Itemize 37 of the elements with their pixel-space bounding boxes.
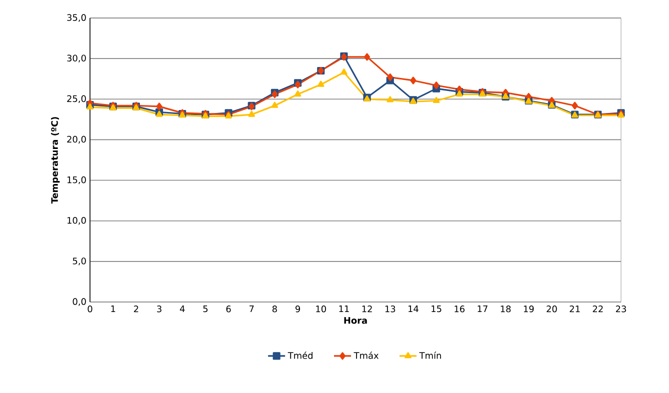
x-tick-label: 4 xyxy=(180,306,185,312)
x-tick-label: 23 xyxy=(616,306,626,312)
x-tick-label: 1 xyxy=(111,306,116,312)
x-tick-label: 16 xyxy=(454,306,465,312)
y-tick-label: 20,0 xyxy=(67,136,86,144)
x-tick-label: 15 xyxy=(432,306,442,312)
x-tick-label: 3 xyxy=(157,306,162,312)
legend-label: Tmín xyxy=(419,352,441,359)
x-axis-title: Hora xyxy=(344,317,367,324)
y-tick-label: 10,0 xyxy=(68,217,86,225)
legend-label: Tméd xyxy=(288,352,312,359)
x-tick-label: 5 xyxy=(203,306,208,312)
x-tick-label: 14 xyxy=(408,306,418,312)
y-tick-label: 25,0 xyxy=(67,95,86,103)
x-tick-label: 21 xyxy=(570,306,580,312)
y-tick-label: 15,0 xyxy=(68,176,86,184)
x-tick-label: 6 xyxy=(226,306,231,312)
x-tick-label: 9 xyxy=(295,306,300,312)
x-tick-label: 0 xyxy=(88,306,92,312)
y-axis-title: Temperatura (ºC) xyxy=(51,117,60,204)
x-tick-label: 22 xyxy=(592,306,603,312)
y-tick-label: 30,0 xyxy=(67,54,86,62)
x-tick-label: 2 xyxy=(134,306,138,312)
x-tick-label: 19 xyxy=(524,306,534,312)
x-tick-label: 13 xyxy=(385,306,396,312)
y-tick-label: 5,0 xyxy=(72,258,86,266)
y-tick-label: 0,0 xyxy=(72,298,86,306)
x-tick-label: 18 xyxy=(500,306,511,312)
x-tick-label: 11 xyxy=(339,306,349,312)
x-tick-label: 7 xyxy=(249,306,254,312)
x-tick-label: 17 xyxy=(478,306,488,312)
x-tick-label: 10 xyxy=(316,306,326,312)
y-tick-label: 35,0 xyxy=(67,14,86,22)
x-tick-label: 12 xyxy=(362,306,372,312)
legend-label: Tmáx xyxy=(354,352,379,359)
x-tick-label: 8 xyxy=(272,306,277,312)
x-tick-label: 20 xyxy=(546,306,557,312)
